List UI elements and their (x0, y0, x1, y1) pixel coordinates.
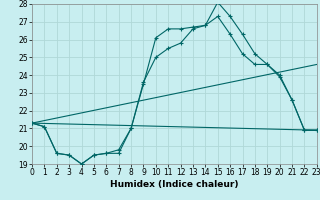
X-axis label: Humidex (Indice chaleur): Humidex (Indice chaleur) (110, 180, 239, 189)
